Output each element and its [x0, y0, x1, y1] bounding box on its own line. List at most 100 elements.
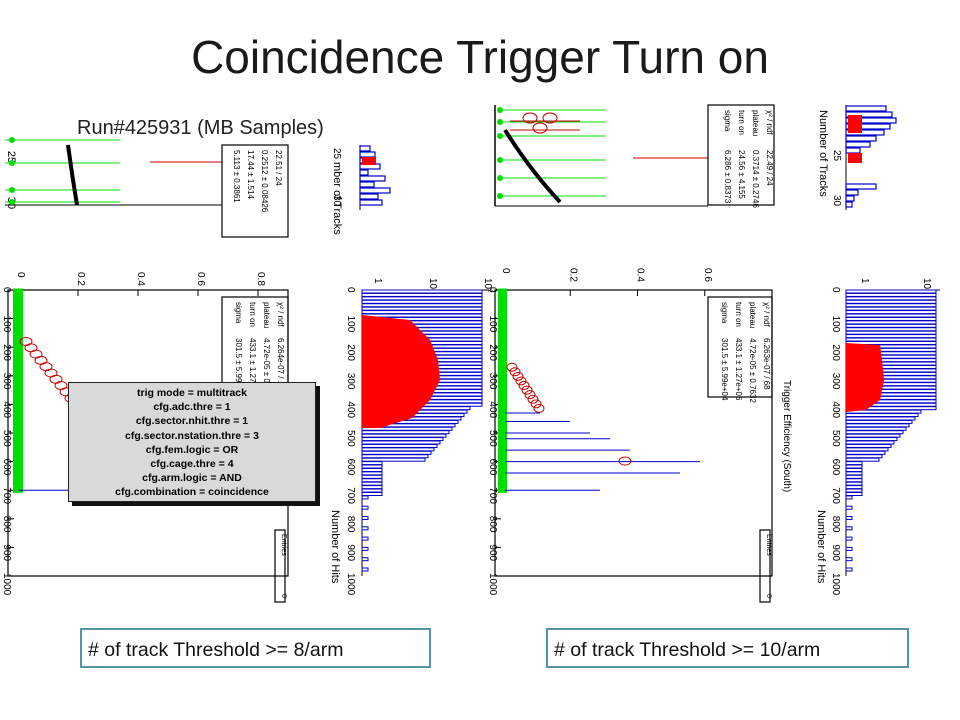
data-point: [498, 391, 507, 395]
histogram-bar: [361, 567, 369, 572]
histogram-bar: [845, 557, 853, 562]
data-point: [13, 336, 23, 340]
data-point: [13, 313, 23, 317]
histogram-bar: [845, 320, 937, 325]
histogram-bar: [845, 430, 904, 435]
data-point: [13, 293, 23, 297]
histogram-bar: [845, 289, 937, 294]
histogram-bar: [361, 440, 441, 445]
histogram-bar: [361, 488, 383, 493]
data-point: [13, 398, 23, 402]
marker-ellipse: [524, 390, 536, 400]
axis-label: Number of Hits: [329, 510, 341, 584]
tick-label: 500: [1, 430, 12, 447]
fit-value: 22.49 / 24: [765, 150, 774, 186]
data-point: [13, 368, 23, 372]
tick-label: 300: [487, 373, 498, 390]
histogram-bar: [845, 316, 937, 321]
tick-label: 0.8: [255, 272, 266, 286]
data-point: [13, 446, 23, 450]
data-point: [497, 107, 503, 113]
histogram-bar: [845, 296, 937, 301]
histogram-bar: [845, 526, 853, 531]
data-point: [13, 402, 23, 406]
data-point: [498, 293, 507, 297]
marker-ellipse: [512, 371, 524, 381]
data-point: [13, 434, 23, 438]
data-point: [13, 354, 23, 358]
data-point: [13, 425, 23, 429]
tick-label: 400: [830, 401, 841, 418]
fit-key: sigma: [720, 302, 729, 324]
data-point: [498, 396, 507, 400]
data-point: [13, 322, 23, 326]
data-point: [497, 193, 503, 199]
tick-label: 800: [830, 516, 841, 533]
data-point: [498, 439, 507, 443]
data-point: [498, 478, 507, 482]
fit-value: 17.44 ± 1.514: [246, 150, 255, 199]
histogram-bar: [845, 467, 863, 472]
data-point: [13, 430, 23, 434]
tick-label: 100: [830, 316, 841, 333]
data-point: [498, 350, 507, 354]
data-point: [498, 489, 507, 493]
run-label: Run#425931 (MB Samples): [77, 117, 324, 139]
tick-label: 25: [5, 151, 17, 163]
data-point: [498, 288, 507, 292]
tick-label: 0: [500, 268, 511, 274]
data-point: [498, 368, 507, 372]
data-point: [498, 370, 507, 374]
data-point: [13, 444, 23, 448]
data-point: [13, 460, 23, 464]
fit-value: 4.72e-05 ± 0...: [262, 338, 271, 390]
tick-label: 600: [487, 459, 498, 476]
tick-label: 800: [1, 516, 12, 533]
data-point: [13, 432, 23, 436]
tick-label: 500: [345, 430, 356, 447]
histogram-bar: [361, 457, 426, 462]
data-point: [13, 327, 23, 331]
data-point: [498, 320, 507, 324]
histogram-bar: [361, 299, 483, 304]
tick-label: 700: [487, 487, 498, 504]
data-point: [13, 341, 23, 345]
tick-label: 30: [831, 195, 842, 207]
fit-key: χ² / ndf: [765, 110, 774, 135]
data-point: [13, 290, 23, 294]
tick-label: 500: [830, 430, 841, 447]
config-line: cfg.combination = coincidence: [115, 486, 269, 499]
data-point: [13, 421, 23, 425]
data-point: [498, 393, 507, 397]
histogram-bar: [845, 536, 853, 541]
data-point: [13, 295, 23, 299]
data-point: [498, 444, 507, 448]
data-point: [13, 357, 23, 361]
entries-value: 0: [765, 594, 772, 598]
marker-ellipse: [522, 112, 538, 124]
histogram-bar: [845, 141, 871, 148]
data-point: [498, 325, 507, 329]
config-line: cfg.adc.thre = 1: [153, 401, 231, 414]
histogram-bar: [845, 437, 898, 442]
tick-label: 0.6: [195, 272, 206, 286]
tick-label: 1000: [1, 573, 12, 596]
data-point: [13, 373, 23, 377]
histogram-bar: [845, 447, 889, 452]
fit-key: plateau: [751, 110, 760, 136]
data-point: [498, 313, 507, 317]
entries-value: 0: [280, 594, 287, 598]
data-point: [498, 462, 507, 466]
data-point: [13, 476, 23, 480]
histogram-bar: [361, 306, 483, 311]
histogram-bar: [359, 169, 369, 176]
data-point: [498, 297, 507, 301]
histogram-bar: [361, 478, 383, 483]
data-point: [13, 428, 23, 432]
data-point: [13, 350, 23, 354]
histogram-bar: [845, 546, 853, 551]
fit-curve: [503, 128, 562, 204]
histogram-bar: [361, 292, 483, 297]
data-point: [498, 364, 507, 368]
data-point: [498, 389, 507, 393]
